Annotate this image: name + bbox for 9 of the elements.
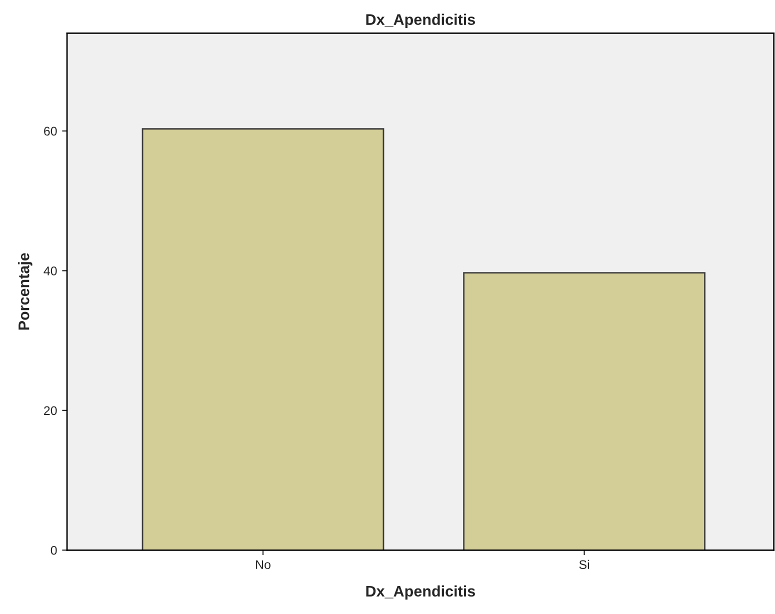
x-tick-label: No [256,560,270,570]
y-tick-label: 0 [50,546,57,555]
y-axis-title: Porcentaje [18,253,32,330]
y-tick-label: 60 [44,126,57,136]
y-tick-label: 40 [44,266,57,276]
x-axis-title: Dx_Apendicitis [366,585,475,600]
y-tick-label: 20 [44,406,57,416]
chart-title: Dx_Apendicitis [366,14,475,28]
x-tick-label: Si [579,560,589,570]
